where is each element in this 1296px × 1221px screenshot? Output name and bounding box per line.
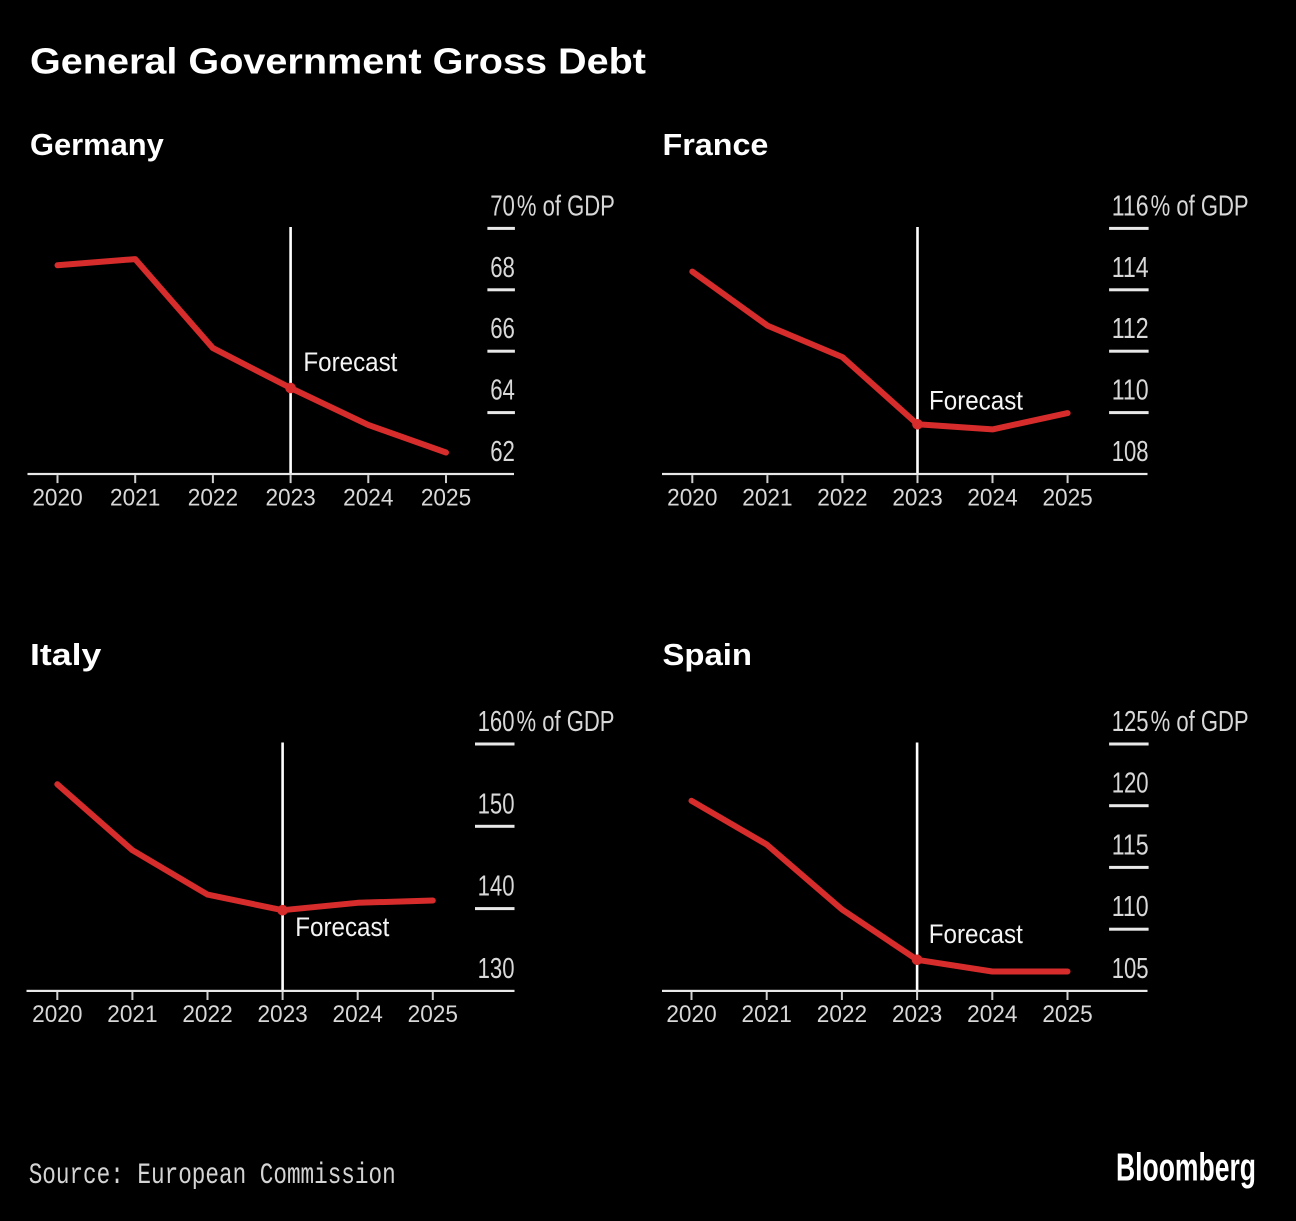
svg-text:Forecast: Forecast [295,912,389,942]
svg-text:2020: 2020 [32,1001,82,1028]
svg-text:% of GDP: % of GDP [1151,190,1249,222]
svg-text:108: 108 [1112,436,1149,468]
svg-text:Source: European Commission: Source: European Commission [29,1159,396,1193]
svg-text:2023: 2023 [892,1001,942,1028]
svg-text:70: 70 [490,190,515,222]
svg-text:France: France [663,128,769,162]
svg-text:Spain: Spain [663,638,753,672]
svg-text:2023: 2023 [265,485,315,512]
svg-text:2021: 2021 [742,1001,792,1028]
svg-text:% of GDP: % of GDP [517,190,615,222]
svg-text:2022: 2022 [182,1001,232,1028]
svg-text:2023: 2023 [257,1001,307,1028]
svg-text:2020: 2020 [666,1001,716,1028]
svg-text:2025: 2025 [1042,485,1092,512]
svg-text:2021: 2021 [110,485,160,512]
svg-text:2021: 2021 [107,1001,157,1028]
svg-text:Germany: Germany [30,128,164,162]
svg-text:2020: 2020 [667,485,717,512]
svg-text:130: 130 [478,953,515,985]
svg-text:2025: 2025 [421,485,471,512]
svg-text:2025: 2025 [1042,1001,1092,1028]
svg-text:2024: 2024 [967,485,1017,512]
svg-text:2024: 2024 [343,485,393,512]
svg-text:140: 140 [478,871,515,903]
svg-text:Forecast: Forecast [303,347,397,377]
svg-text:2023: 2023 [892,485,942,512]
svg-text:105: 105 [1112,953,1149,985]
svg-text:2024: 2024 [967,1001,1017,1028]
svg-text:General Government Gross Debt: General Government Gross Debt [30,41,646,82]
svg-text:% of GDP: % of GDP [517,706,615,738]
svg-text:120: 120 [1112,768,1149,800]
svg-text:150: 150 [478,788,515,820]
svg-text:62: 62 [490,436,515,468]
svg-text:112: 112 [1112,313,1149,345]
svg-text:Forecast: Forecast [929,919,1023,949]
svg-text:114: 114 [1112,252,1149,284]
svg-text:64: 64 [490,375,515,407]
svg-text:Italy: Italy [30,638,101,672]
svg-text:66: 66 [490,313,515,345]
svg-text:160: 160 [478,706,515,738]
svg-text:2022: 2022 [817,1001,867,1028]
svg-text:2022: 2022 [188,485,238,512]
svg-text:125: 125 [1112,706,1149,738]
svg-text:2021: 2021 [742,485,792,512]
svg-text:2020: 2020 [32,485,82,512]
svg-text:2022: 2022 [817,485,867,512]
svg-text:Forecast: Forecast [929,386,1023,416]
svg-text:110: 110 [1112,891,1149,923]
svg-text:2024: 2024 [333,1001,383,1028]
svg-text:110: 110 [1112,375,1149,407]
svg-text:68: 68 [490,252,515,284]
svg-text:2025: 2025 [408,1001,458,1028]
svg-text:% of GDP: % of GDP [1151,706,1249,738]
svg-text:116: 116 [1112,190,1149,222]
svg-text:115: 115 [1112,829,1149,861]
svg-text:Bloomberg: Bloomberg [1116,1147,1256,1190]
